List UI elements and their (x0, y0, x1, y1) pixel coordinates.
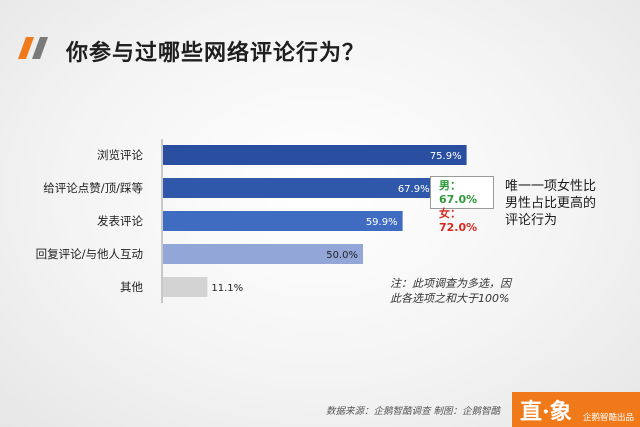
data-label-4: 11.1% (211, 283, 243, 294)
data-label-0: 75.9% (430, 151, 462, 162)
category-label-3: 回复评论/与他人互动 (36, 247, 143, 261)
bar-3 (163, 244, 363, 264)
male-share: 男：67.0% (439, 179, 478, 206)
brand-text: 企鹅智酷出品 (582, 413, 634, 423)
bar-0 (163, 145, 467, 165)
category-label-0: 浏览评论 (97, 148, 143, 162)
bar-1 (163, 178, 435, 198)
bar-2 (163, 211, 403, 231)
data-label-1: 67.9% (398, 184, 430, 195)
data-label-3: 50.0% (326, 250, 358, 261)
data-label-2: 59.9% (366, 217, 398, 228)
brand-banner: 直·象 企鹅智酷出品 (512, 392, 640, 427)
footnote: 注：此项调查为多选，因此各选项之和大于100% (390, 277, 511, 305)
brand-logo: 直·象 (520, 399, 572, 425)
side-note: 唯一一项女性比男性占比更高的评论行为 (505, 179, 597, 228)
category-label-1: 给评论点赞/顶/踩等 (43, 181, 143, 195)
female-share: 女：72.0% (439, 207, 478, 234)
title-accent-icon (18, 37, 48, 59)
source-credit: 数据来源：企鹅智酷调查 制图：企鹅智酷 (325, 406, 500, 417)
bar-4 (163, 277, 208, 297)
category-label-4: 其他 (120, 280, 143, 294)
gender-comparison-box: 男：67.0% 女：72.0% (430, 176, 494, 234)
category-label-2: 发表评论 (97, 214, 143, 228)
page-title: 你参与过哪些网络评论行为？ (66, 41, 366, 66)
